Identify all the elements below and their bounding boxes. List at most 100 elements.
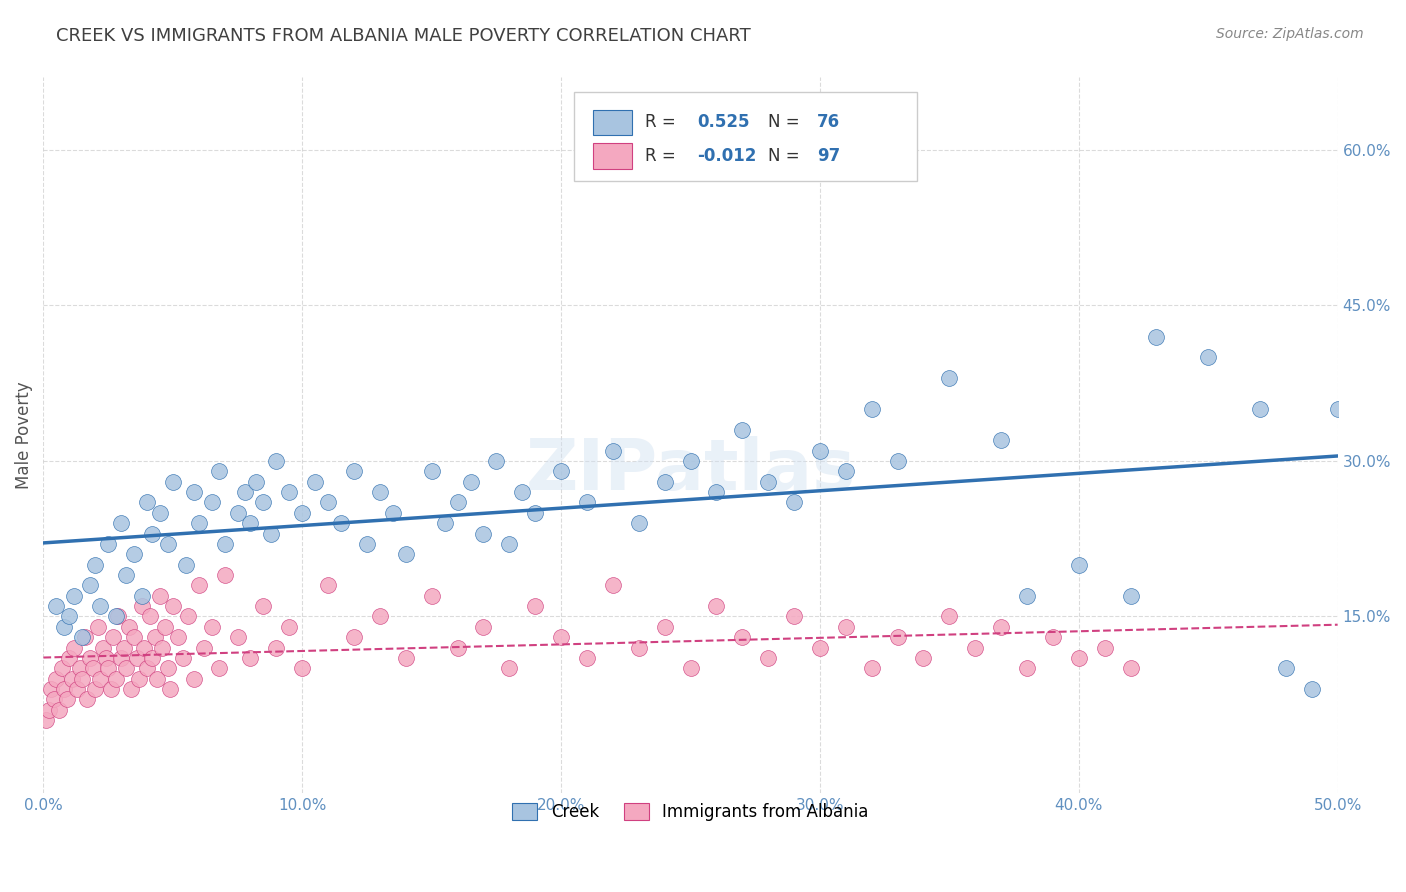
Point <box>91 640 114 655</box>
Point <box>420 589 443 603</box>
Point <box>245 475 267 489</box>
Point <box>1301 681 1323 696</box>
Point <box>1094 640 1116 655</box>
Point <box>45 599 67 613</box>
Point <box>316 578 339 592</box>
Point <box>654 475 676 489</box>
Point <box>1275 661 1298 675</box>
Point <box>368 609 391 624</box>
Text: R =: R = <box>645 147 682 165</box>
Point <box>1067 558 1090 572</box>
Point <box>446 495 468 509</box>
Point <box>42 692 65 706</box>
Point <box>472 526 495 541</box>
Text: 97: 97 <box>817 147 841 165</box>
Point <box>1197 351 1219 365</box>
Text: 76: 76 <box>817 113 841 131</box>
Point <box>679 661 702 675</box>
Text: R =: R = <box>645 113 682 131</box>
Point <box>159 681 181 696</box>
Point <box>84 681 107 696</box>
Point <box>128 672 150 686</box>
Point <box>472 620 495 634</box>
Point <box>53 620 76 634</box>
Legend: Creek, Immigrants from Albania: Creek, Immigrants from Albania <box>499 789 882 834</box>
Point <box>756 651 779 665</box>
Point <box>226 630 249 644</box>
Point <box>84 558 107 572</box>
Point <box>498 661 520 675</box>
Point <box>38 703 60 717</box>
Point <box>395 651 418 665</box>
Point <box>177 609 200 624</box>
Point <box>291 661 314 675</box>
Point <box>183 672 205 686</box>
Point <box>201 495 224 509</box>
Point <box>70 630 93 644</box>
Point <box>266 454 288 468</box>
Point <box>550 464 572 478</box>
Point <box>938 371 960 385</box>
Point <box>115 568 138 582</box>
Point <box>70 672 93 686</box>
Point <box>233 485 256 500</box>
Point <box>174 558 197 572</box>
Point <box>58 609 80 624</box>
Point <box>485 454 508 468</box>
Point <box>141 651 163 665</box>
Text: N =: N = <box>768 147 806 165</box>
Point <box>35 713 58 727</box>
Point <box>1015 589 1038 603</box>
Point <box>886 630 908 644</box>
Point <box>343 630 366 644</box>
Point <box>146 672 169 686</box>
Point <box>104 609 127 624</box>
Point <box>498 537 520 551</box>
Point <box>60 672 83 686</box>
Point <box>460 475 482 489</box>
Point <box>239 651 262 665</box>
Point <box>149 589 172 603</box>
Text: ZIPatlas: ZIPatlas <box>526 436 856 505</box>
Point <box>115 661 138 675</box>
Point <box>226 506 249 520</box>
Point <box>1249 402 1271 417</box>
Point <box>808 640 831 655</box>
Point <box>156 537 179 551</box>
Point <box>278 620 301 634</box>
Point <box>48 703 70 717</box>
Point <box>110 516 132 530</box>
Point <box>1119 589 1142 603</box>
Point <box>136 661 159 675</box>
Point <box>990 620 1012 634</box>
Point <box>156 661 179 675</box>
Point <box>167 630 190 644</box>
Point <box>550 630 572 644</box>
Point <box>97 537 120 551</box>
Point <box>260 526 283 541</box>
Point <box>122 630 145 644</box>
Text: N =: N = <box>768 113 806 131</box>
Point <box>104 672 127 686</box>
Y-axis label: Male Poverty: Male Poverty <box>15 381 32 489</box>
Point <box>1067 651 1090 665</box>
Point <box>193 640 215 655</box>
Point <box>627 640 650 655</box>
Point <box>278 485 301 500</box>
FancyBboxPatch shape <box>593 144 633 169</box>
Point <box>120 681 142 696</box>
Point <box>112 640 135 655</box>
Point <box>87 620 110 634</box>
Point <box>63 589 86 603</box>
Point <box>183 485 205 500</box>
Point <box>39 681 62 696</box>
Point <box>783 495 806 509</box>
Point <box>575 651 598 665</box>
Point <box>89 599 111 613</box>
Point <box>860 402 883 417</box>
Point <box>990 434 1012 448</box>
Point <box>172 651 194 665</box>
Point <box>654 620 676 634</box>
Point <box>420 464 443 478</box>
Point <box>76 692 98 706</box>
